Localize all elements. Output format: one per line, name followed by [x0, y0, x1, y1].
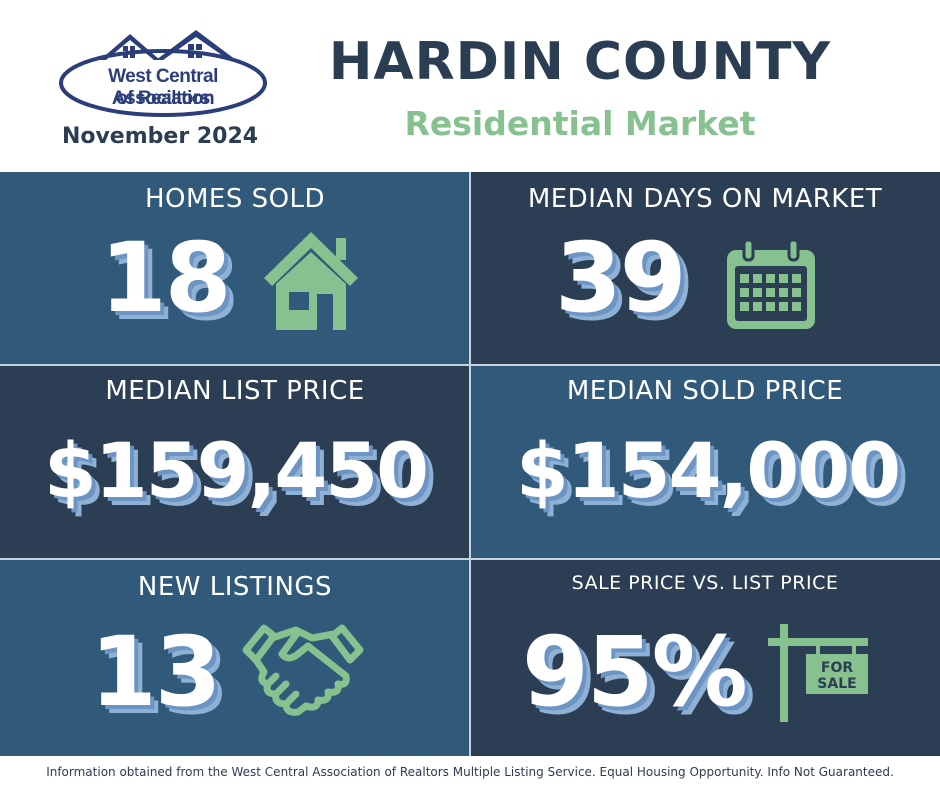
homes-sold-value: 18 — [100, 222, 232, 334]
disclaimer-text: Information obtained from the West Centr… — [46, 765, 894, 779]
house-icon — [264, 232, 358, 330]
calendar-icon — [727, 238, 815, 329]
report-date: November 2024 — [61, 124, 259, 149]
logo-graphic — [59, 30, 267, 117]
page-subtitle: Residential Market — [404, 104, 756, 143]
page-title: HARDIN COUNTY — [328, 32, 832, 92]
divider — [469, 172, 471, 756]
sale-vs-list-label: SALE PRICE VS. LIST PRICE — [571, 572, 839, 594]
homes-sold-label: HOMES SOLD — [144, 184, 326, 214]
days-on-market-value: 39 — [555, 222, 687, 334]
tile-homes-sold: HOMES SOLD 18 — [0, 172, 470, 364]
association-logo: West Central Association of Realtors — [58, 28, 268, 118]
handshake-icon — [242, 624, 364, 716]
footer: Information obtained from the West Centr… — [0, 756, 940, 788]
tile-sale-vs-list: SALE PRICE VS. LIST PRICE 95% FOR SALE — [470, 560, 940, 756]
logo-text-line2: of Realtors — [116, 88, 210, 109]
tile-median-list-price: MEDIAN LIST PRICE $159,450 — [0, 366, 470, 558]
sale-vs-list-value: 95% — [522, 616, 748, 728]
tile-median-sold-price: MEDIAN SOLD PRICE $154,000 — [470, 366, 940, 558]
new-listings-label: NEW LISTINGS — [137, 572, 333, 602]
tile-days-on-market: MEDIAN DAYS ON MARKET 39 — [470, 172, 940, 364]
logo-text-line1: West Central Association — [108, 66, 218, 109]
for-sale-sign-icon: FOR SALE — [768, 624, 868, 722]
tile-new-listings: NEW LISTINGS 13 — [0, 560, 470, 756]
header: West Central Association of Realtors Nov… — [0, 0, 940, 170]
sold-price-label: MEDIAN SOLD PRICE — [566, 376, 844, 406]
sold-price-value: $154,000 — [516, 426, 901, 515]
list-price-label: MEDIAN LIST PRICE — [105, 376, 365, 406]
new-listings-value: 13 — [90, 616, 222, 728]
days-on-market-label: MEDIAN DAYS ON MARKET — [527, 184, 883, 214]
list-price-value: $159,450 — [44, 426, 429, 515]
sign-text-sale: SALE — [817, 676, 856, 692]
sign-text-for: FOR — [821, 660, 853, 676]
